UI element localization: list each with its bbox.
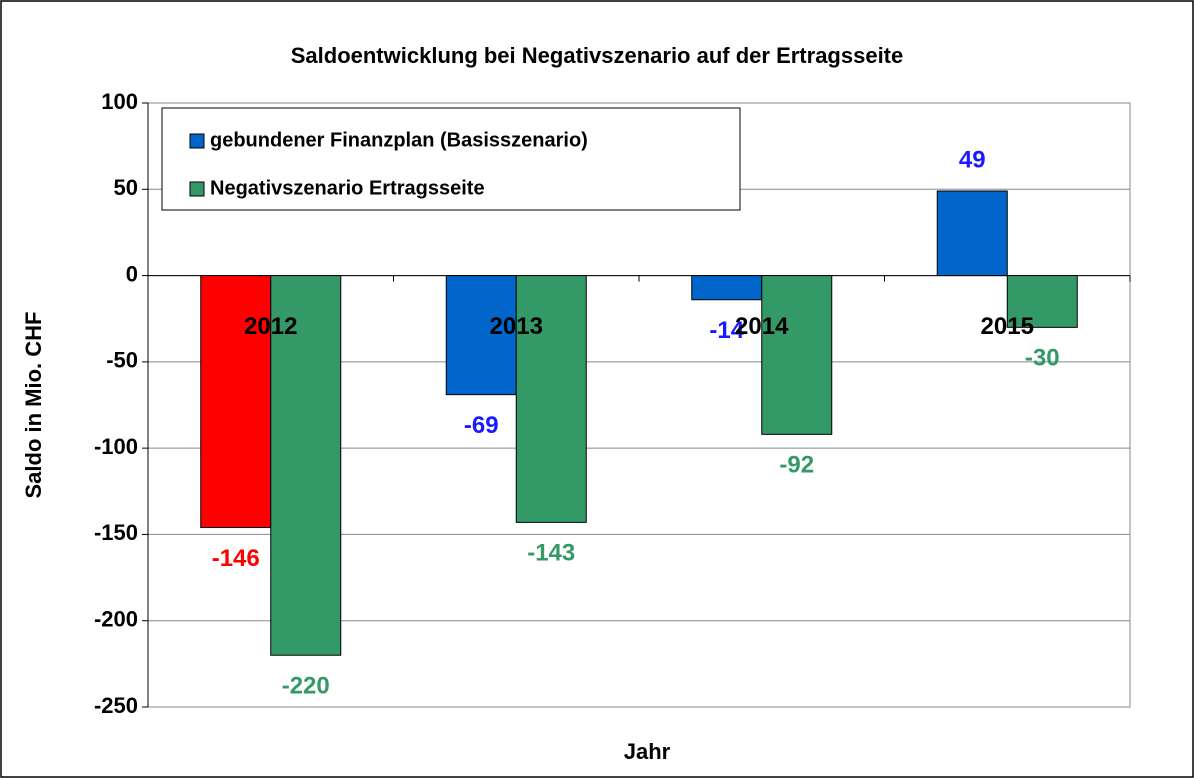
data-label: -30	[1025, 345, 1060, 372]
data-label: 49	[959, 146, 986, 173]
x-tick-label: 2015	[981, 313, 1034, 340]
bar	[515, 275, 587, 523]
y-axis-label: Saldo in Mio. CHF	[21, 312, 46, 499]
legend-swatch	[189, 181, 205, 197]
y-tick-label: -200	[94, 607, 138, 632]
data-label: -146	[212, 545, 260, 572]
x-tick-label: 2012	[244, 313, 297, 340]
x-axis-label: Jahr	[624, 739, 671, 764]
x-tick-label: 2014	[735, 313, 789, 340]
bar	[691, 275, 763, 301]
data-label: -69	[464, 412, 499, 439]
bar	[1006, 275, 1078, 328]
data-label: -14	[709, 317, 744, 344]
y-tick-label: 50	[114, 175, 138, 200]
bar	[445, 275, 517, 396]
legend-swatch	[189, 133, 205, 149]
data-label: -220	[282, 673, 330, 700]
y-tick-label: 100	[101, 89, 138, 114]
legend-label: gebundener Finanzplan (Basisszenario)	[210, 129, 588, 151]
data-label: -143	[527, 540, 575, 567]
bar	[270, 275, 342, 656]
data-label: -92	[779, 452, 814, 479]
bar	[200, 275, 272, 529]
bar	[761, 275, 833, 435]
y-tick-label: -50	[106, 348, 138, 373]
x-tick-label: 2013	[490, 313, 543, 340]
bar	[936, 190, 1008, 277]
y-tick-label: -150	[94, 520, 138, 545]
legend-box	[161, 107, 741, 211]
y-tick-label: 0	[126, 261, 138, 286]
chart-title: Saldoentwicklung bei Negativszenario auf…	[291, 43, 904, 68]
legend-label: Negativszenario Ertragsseite	[210, 177, 485, 199]
y-tick-label: -100	[94, 434, 138, 459]
y-tick-label: -250	[94, 693, 138, 718]
